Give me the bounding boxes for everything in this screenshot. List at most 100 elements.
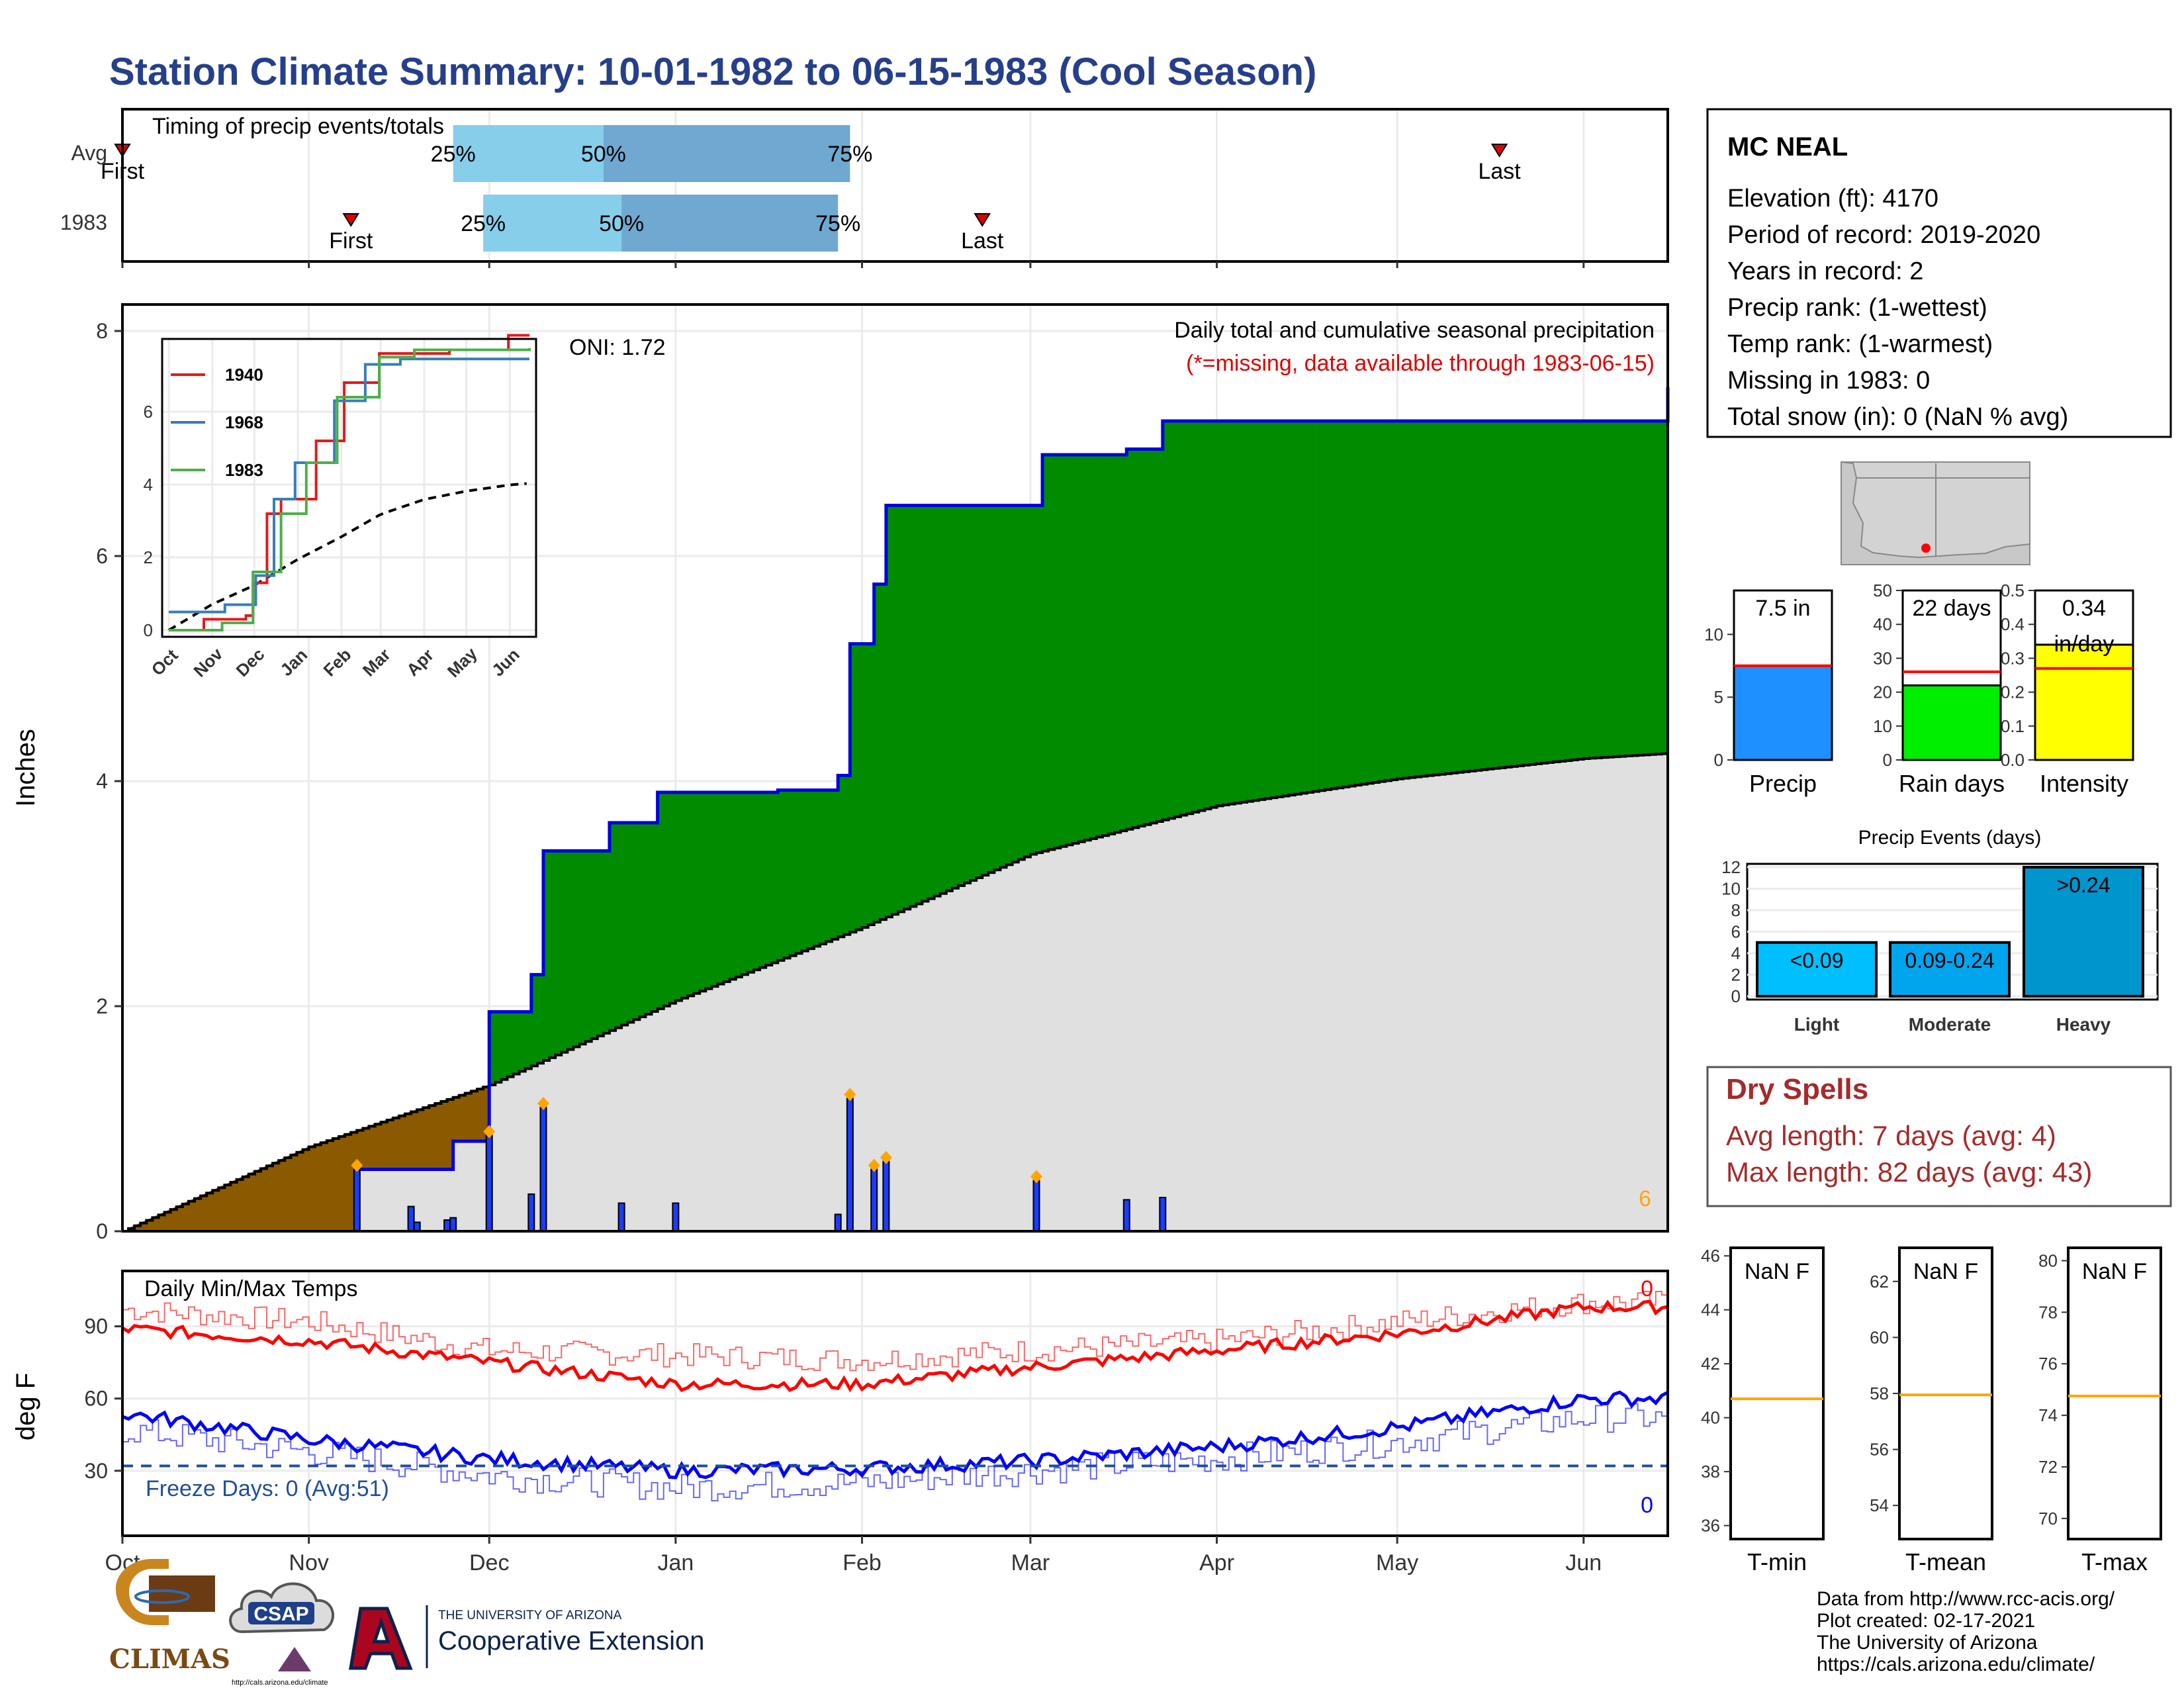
above-avg-fill	[1427, 420, 1434, 776]
inset-year-line	[169, 348, 531, 632]
inset-y-tick-label: 6	[144, 402, 153, 422]
y-tick-label: 30	[84, 1459, 108, 1483]
above-avg-fill	[1486, 420, 1494, 770]
above-avg-fill	[909, 505, 917, 908]
temp-box-tick-label: 78	[2038, 1302, 2058, 1322]
inset-chart: 0 2 4 6 Oct Nov Dec Jan Feb Mar Apr May Jun 1940 1968…	[144, 334, 537, 681]
below-avg-fill	[453, 1094, 460, 1142]
inset-legend-label: 1940	[225, 365, 263, 385]
above-avg-fill	[494, 1011, 502, 1083]
above-avg-fill	[1012, 505, 1019, 863]
daily-precip-bar	[485, 1135, 493, 1232]
daily-precip-bar	[870, 1168, 878, 1232]
oni-label: ONI: 1.72	[569, 335, 666, 360]
above-avg-fill	[862, 643, 869, 928]
above-avg-fill	[1589, 420, 1596, 759]
above-avg-fill	[1054, 454, 1061, 849]
mini-bar-tick-label: 50	[1873, 581, 1892, 600]
temp-box-tick-label: 58	[1870, 1383, 1889, 1403]
above-avg-fill	[958, 505, 965, 886]
above-avg-fill	[1126, 449, 1133, 830]
temps-title: Daily Min/Max Temps	[144, 1276, 357, 1301]
avg-cumulative-area	[122, 753, 1668, 1231]
above-avg-fill	[1547, 420, 1554, 763]
above-avg-fill	[927, 505, 935, 900]
below-avg-fill	[477, 1086, 484, 1142]
timing-label-25: 25%	[461, 211, 506, 236]
above-avg-fill	[1240, 420, 1248, 803]
above-avg-fill	[880, 584, 887, 920]
above-avg-fill	[1445, 420, 1452, 774]
above-avg-fill	[1511, 420, 1518, 767]
above-avg-fill	[1090, 454, 1097, 839]
temp-box-label: T-mean	[1905, 1548, 1986, 1575]
above-avg-fill	[1402, 420, 1410, 779]
temp-box-tick-label: 46	[1701, 1246, 1720, 1266]
above-avg-fill	[831, 790, 839, 940]
mini-bar-tick-label: 10	[1704, 624, 1723, 644]
above-avg-fill	[1204, 420, 1211, 810]
below-avg-fill	[471, 1088, 478, 1142]
last-event-marker	[974, 213, 991, 227]
above-avg-fill	[952, 505, 959, 889]
below-avg-fill	[314, 1142, 322, 1232]
above-avg-fill	[1348, 420, 1356, 787]
above-avg-fill	[1619, 420, 1626, 757]
above-avg-fill	[1252, 420, 1259, 801]
temp-box-tick-label: 70	[2038, 1509, 2058, 1528]
above-avg-fill	[777, 790, 784, 961]
above-avg-fill	[1330, 420, 1338, 790]
temp-box-tick-label: 42	[1701, 1354, 1720, 1374]
below-avg-fill	[422, 1105, 430, 1170]
above-avg-fill	[819, 790, 827, 945]
above-avg-fill	[1336, 420, 1343, 788]
above-avg-fill	[1523, 420, 1530, 766]
above-avg-fill	[1420, 420, 1428, 777]
above-avg-fill	[987, 505, 995, 873]
events-bar-label: >0.24	[2057, 873, 2111, 897]
mini-bar-tick-label: 30	[1873, 648, 1892, 668]
temp-box-tick-label: 76	[2038, 1354, 2058, 1374]
ua-a-icon	[349, 1607, 413, 1670]
above-avg-fill	[1414, 420, 1422, 778]
inset-x-tick-label: Feb	[320, 645, 355, 680]
above-avg-fill	[1030, 505, 1037, 855]
ua-logo: THE UNIVERSITY OF ARIZONA Cooperative Ex…	[349, 1605, 704, 1670]
above-avg-fill	[519, 1011, 526, 1072]
above-avg-fill	[1505, 420, 1512, 768]
above-avg-fill	[1006, 505, 1013, 866]
inset-x-tick-label: Jun	[488, 645, 523, 680]
month-label: Jun	[1565, 1550, 1602, 1575]
y-tick-label: 90	[84, 1315, 108, 1338]
below-avg-fill	[362, 1125, 370, 1170]
above-avg-fill	[1144, 449, 1152, 825]
station-frame	[1706, 108, 2172, 438]
above-avg-fill	[1198, 420, 1205, 812]
above-avg-fill	[1114, 454, 1121, 833]
above-avg-fill	[915, 505, 923, 905]
logos: CLIMAS CSAP http://cals.arizona.edu/clim…	[109, 1559, 704, 1687]
temp-box-tick-label: 54	[1870, 1495, 1889, 1515]
daily-precip-bar	[449, 1217, 457, 1232]
above-avg-fill	[735, 792, 743, 978]
observed-cumulative-line	[355, 387, 1670, 1231]
above-avg-fill	[1643, 420, 1651, 755]
climas-logo: CLIMAS	[109, 1559, 230, 1675]
above-avg-fill	[603, 850, 610, 1034]
inset-x-tick-label: Mar	[359, 645, 394, 680]
first-event-label: First	[329, 228, 373, 254]
below-avg-fill	[224, 1182, 232, 1232]
above-avg-fill	[801, 790, 809, 952]
timing-bar-25-50	[483, 195, 622, 252]
above-avg-fill	[934, 505, 941, 897]
mini-bar-label: Rain days	[1899, 770, 2005, 797]
precip-ylabel: Inches	[11, 729, 40, 807]
events-bar-label: 0.09-0.24	[1905, 949, 1994, 972]
above-avg-fill	[1607, 420, 1614, 758]
above-avg-fill	[675, 792, 682, 1002]
credit-line-3: The University of Arizona	[1817, 1632, 2038, 1654]
above-avg-fill	[1361, 420, 1368, 785]
above-avg-fill	[705, 792, 712, 990]
above-avg-fill	[1318, 420, 1326, 791]
events-tick-label: 8	[1731, 900, 1741, 920]
